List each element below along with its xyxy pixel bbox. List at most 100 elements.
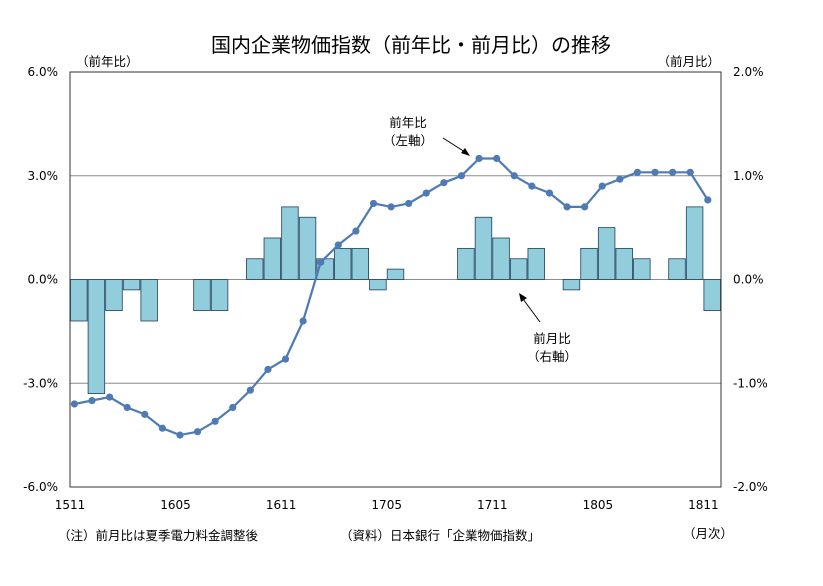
plot-frame	[69, 71, 722, 488]
yoy-annotation-axis: （左軸）	[383, 133, 433, 148]
yoy-point	[510, 172, 518, 180]
bar-series-mom	[70, 206, 721, 395]
yoy-point	[211, 417, 219, 425]
yoy-point	[422, 189, 430, 197]
bar	[615, 247, 633, 280]
right-tick-label: 0.0%	[733, 273, 764, 287]
yoy-point	[229, 403, 237, 412]
mom-annotation-name: 前月比	[533, 331, 571, 346]
yoy-point	[405, 199, 413, 208]
left-tick-label: 3.0%	[28, 169, 59, 183]
chart-title: 国内企業物価指数（前年比・前月比）の推移	[211, 33, 611, 57]
yoy-point	[334, 241, 342, 249]
yoy-point	[457, 172, 466, 180]
bar	[246, 258, 264, 280]
left-tick-label: 6.0%	[28, 65, 59, 79]
yoy-point	[598, 182, 606, 190]
bar	[193, 279, 211, 312]
yoy-point	[352, 227, 360, 235]
yoy-point	[158, 424, 166, 432]
bar	[580, 247, 598, 280]
right-tick-label: 2.0%	[733, 65, 764, 79]
mom-annotation-axis: （右軸）	[527, 349, 577, 364]
x-tick-label: 1811	[688, 498, 719, 512]
right-tick-label: 1.0%	[733, 169, 764, 183]
yoy-point	[105, 393, 114, 401]
line-series-yoy	[70, 154, 712, 439]
right-tick-label: -2.0%	[733, 480, 768, 494]
yoy-point	[475, 154, 483, 163]
bar	[633, 258, 651, 280]
bar	[509, 258, 528, 280]
yoy-point	[616, 175, 624, 183]
yoy-point	[299, 317, 307, 325]
footnote-note: （注）前月比は夏季電力料金調整後	[58, 528, 259, 543]
bar	[351, 247, 370, 280]
bar	[386, 268, 405, 280]
yoy-point	[317, 258, 325, 266]
left-tick-label: -6.0%	[23, 480, 58, 494]
yoy-point	[70, 400, 78, 408]
bar	[369, 279, 387, 291]
bar	[334, 247, 352, 280]
yoy-point	[493, 154, 501, 163]
x-tick-label: 1511	[55, 498, 86, 512]
bar	[210, 279, 229, 312]
yoy-point	[246, 386, 254, 394]
yoy-point	[545, 189, 554, 197]
bar	[122, 279, 141, 291]
x-tick-label: 1705	[371, 498, 402, 512]
bar	[281, 206, 299, 280]
yoy-point	[440, 179, 448, 187]
x-tick-label: 1605	[160, 498, 191, 512]
right-axis-label: （前月比）	[657, 54, 720, 69]
axes	[69, 71, 722, 488]
yoy-point	[528, 182, 536, 190]
bar	[492, 237, 510, 280]
left-tick-label: -3.0%	[23, 376, 58, 390]
bar	[298, 216, 317, 280]
bar	[140, 279, 158, 322]
yoy-annotation-name: 前年比	[389, 115, 427, 130]
x-tick-label: 1611	[266, 498, 297, 512]
x-tick-label: 1711	[477, 498, 508, 512]
yoy-point	[281, 355, 290, 363]
yoy-point	[633, 168, 642, 176]
footnote-source: （資料）日本銀行「企業物価指数」	[340, 528, 540, 543]
yoy-point	[141, 410, 149, 418]
bar	[668, 258, 686, 280]
yoy-point	[387, 203, 395, 211]
bar	[87, 279, 106, 395]
bar	[457, 247, 475, 280]
yoy-point	[88, 396, 96, 405]
bar	[703, 279, 721, 312]
x-tick-label: 1805	[583, 498, 614, 512]
tick-labels: 6.0% 3.0% 0.0% -3.0% -6.0% 2.0% 1.0% 0.0% -1.0% -…	[23, 65, 768, 512]
yoy-point	[176, 431, 184, 439]
bar	[263, 237, 282, 280]
yoy-point	[193, 428, 202, 436]
bar	[562, 279, 581, 291]
yoy-point	[581, 203, 589, 211]
yoy-point	[123, 403, 131, 412]
bar	[474, 216, 493, 280]
bar	[527, 247, 545, 280]
bar	[105, 279, 123, 312]
yoy-point	[563, 203, 571, 211]
x-unit-label: （月次）	[683, 526, 733, 541]
bar	[70, 279, 88, 322]
yoy-point	[369, 199, 378, 208]
yoy-point	[264, 365, 272, 374]
left-axis-label: （前年比）	[76, 54, 139, 69]
bar	[685, 206, 704, 280]
bar	[597, 227, 616, 280]
yoy-point	[686, 168, 694, 176]
yoy-point	[669, 168, 677, 176]
yoy-point	[704, 196, 712, 204]
left-tick-label: 0.0%	[28, 273, 59, 287]
yoy-line	[74, 157, 709, 437]
right-tick-label: -1.0%	[733, 376, 768, 390]
yoy-annotation-arrow	[442, 137, 470, 156]
mom-annotation-arrow	[519, 293, 541, 323]
